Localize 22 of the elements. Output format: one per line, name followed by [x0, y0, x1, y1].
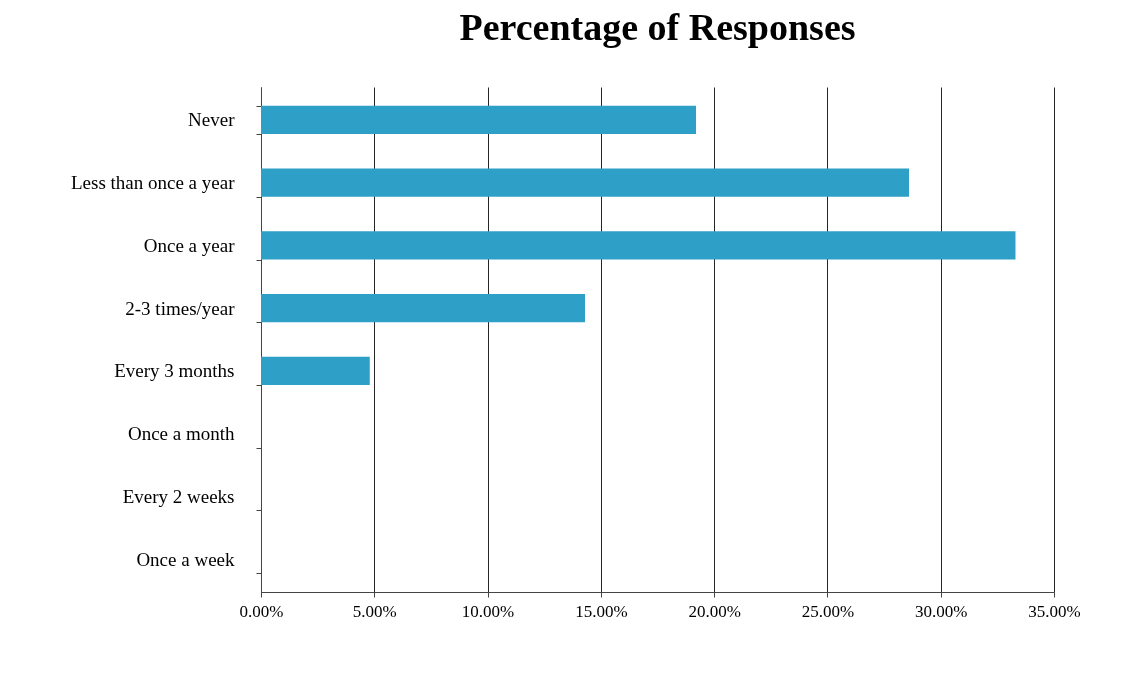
bar: [261, 105, 697, 135]
y-tick-label: Every 2 weeks: [122, 485, 235, 507]
x-tick-label: 0.00%: [239, 601, 284, 621]
y-tick-label: Once a month: [127, 423, 235, 445]
bar: [261, 168, 909, 197]
y-tick-label: Once a year: [143, 234, 236, 256]
x-tick-label: 25.00%: [801, 601, 855, 621]
x-tick-label: 35.00%: [1028, 601, 1081, 621]
chart-title: Percentage of Responses: [459, 6, 856, 48]
bar: [261, 294, 585, 323]
y-tick-label: Once a week: [136, 548, 235, 570]
x-tick-label: 20.00%: [688, 601, 741, 621]
x-tick-label: 10.00%: [461, 601, 515, 621]
y-tick-label: 2-3 times/year: [125, 297, 236, 319]
y-tick-label: Less than once a year: [70, 172, 236, 194]
bar: [261, 231, 1016, 260]
y-tick-label: Never: [188, 109, 236, 131]
x-tick-label: 30.00%: [915, 601, 968, 621]
bar: [261, 356, 370, 385]
x-tick-label: 15.00%: [575, 601, 628, 621]
y-tick-label: Every 3 months: [114, 360, 235, 382]
x-tick-label: 5.00%: [352, 601, 397, 621]
